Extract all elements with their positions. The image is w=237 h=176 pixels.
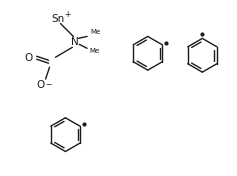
Text: O: O: [25, 53, 33, 63]
Text: −: −: [45, 81, 52, 90]
Text: +: +: [64, 10, 71, 19]
Text: Sn: Sn: [52, 14, 65, 24]
Text: O: O: [36, 80, 45, 90]
Text: Me: Me: [90, 29, 100, 35]
Text: Me: Me: [89, 48, 99, 54]
Text: N: N: [72, 37, 79, 47]
